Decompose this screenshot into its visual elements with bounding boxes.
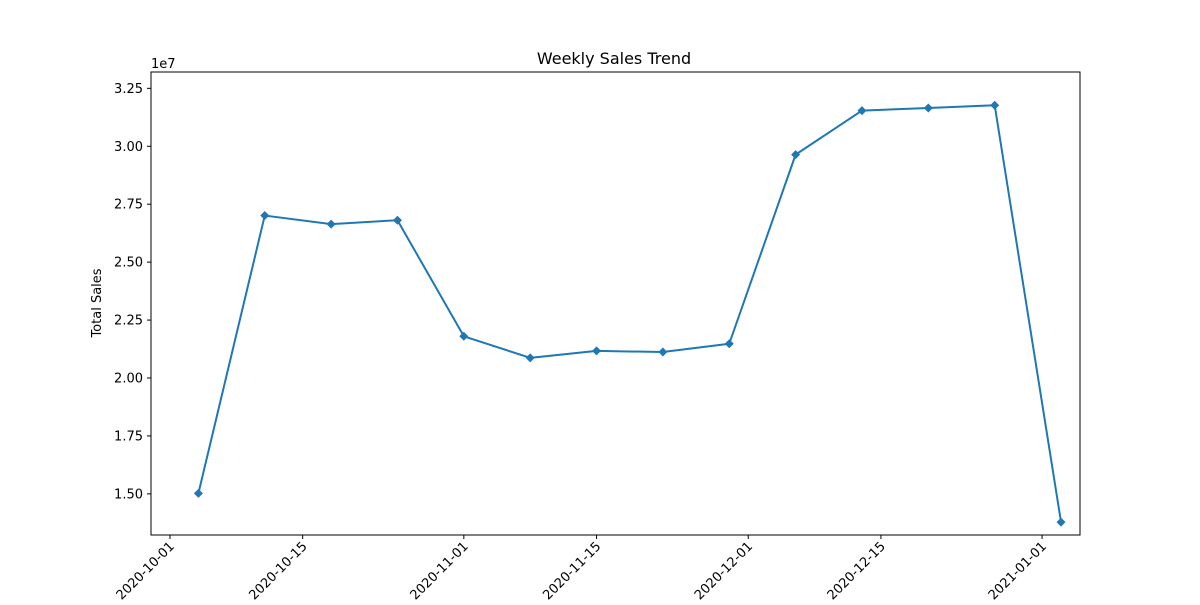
y-tick-label: 3.25 <box>114 82 143 97</box>
data-point-marker <box>724 339 734 349</box>
data-point-marker <box>857 106 867 116</box>
plot-area: 1.50 1.75 2.00 2.25 2.50 2.75 3.00 3.25 2020-10-… <box>114 71 1081 603</box>
chart-title: Weekly Sales Trend <box>537 49 691 68</box>
y-axis-label: Total Sales <box>90 268 105 338</box>
data-point-marker <box>592 346 602 356</box>
x-tick-label: 2020-10-01 <box>114 539 178 600</box>
x-tick-label: 2020-11-01 <box>408 539 472 600</box>
axes-frame <box>150 71 1081 536</box>
x-tick-label: 2020-11-15 <box>540 539 604 600</box>
y-tick-label: 1.50 <box>114 487 143 502</box>
data-point-marker <box>260 211 270 221</box>
y-tick-label: 2.00 <box>114 372 143 387</box>
data-point-marker <box>791 150 801 160</box>
data-point-marker <box>923 103 933 113</box>
data-point-marker <box>193 488 203 498</box>
data-point-marker <box>459 331 469 341</box>
data-point-marker <box>392 215 402 225</box>
series-line <box>197 104 1063 523</box>
y-axis-offset-label: 1e7 <box>151 57 176 72</box>
y-tick-label: 2.25 <box>114 314 143 329</box>
data-point-marker <box>1056 517 1066 527</box>
y-tick-label: 2.50 <box>114 256 143 271</box>
data-point-marker <box>990 100 1000 110</box>
data-point-marker <box>658 347 668 357</box>
y-tick-label: 2.75 <box>114 198 143 213</box>
x-tick-label: 2020-10-15 <box>246 539 310 600</box>
data-point-marker <box>326 219 336 229</box>
x-tick-label: 2020-12-01 <box>692 539 756 600</box>
y-tick-label: 1.75 <box>114 429 143 444</box>
data-point-marker <box>525 353 535 363</box>
y-tick-label: 3.00 <box>114 140 143 155</box>
x-tick-label: 2020-12-15 <box>825 539 889 600</box>
x-tick-label: 2021-01-01 <box>986 539 1050 600</box>
